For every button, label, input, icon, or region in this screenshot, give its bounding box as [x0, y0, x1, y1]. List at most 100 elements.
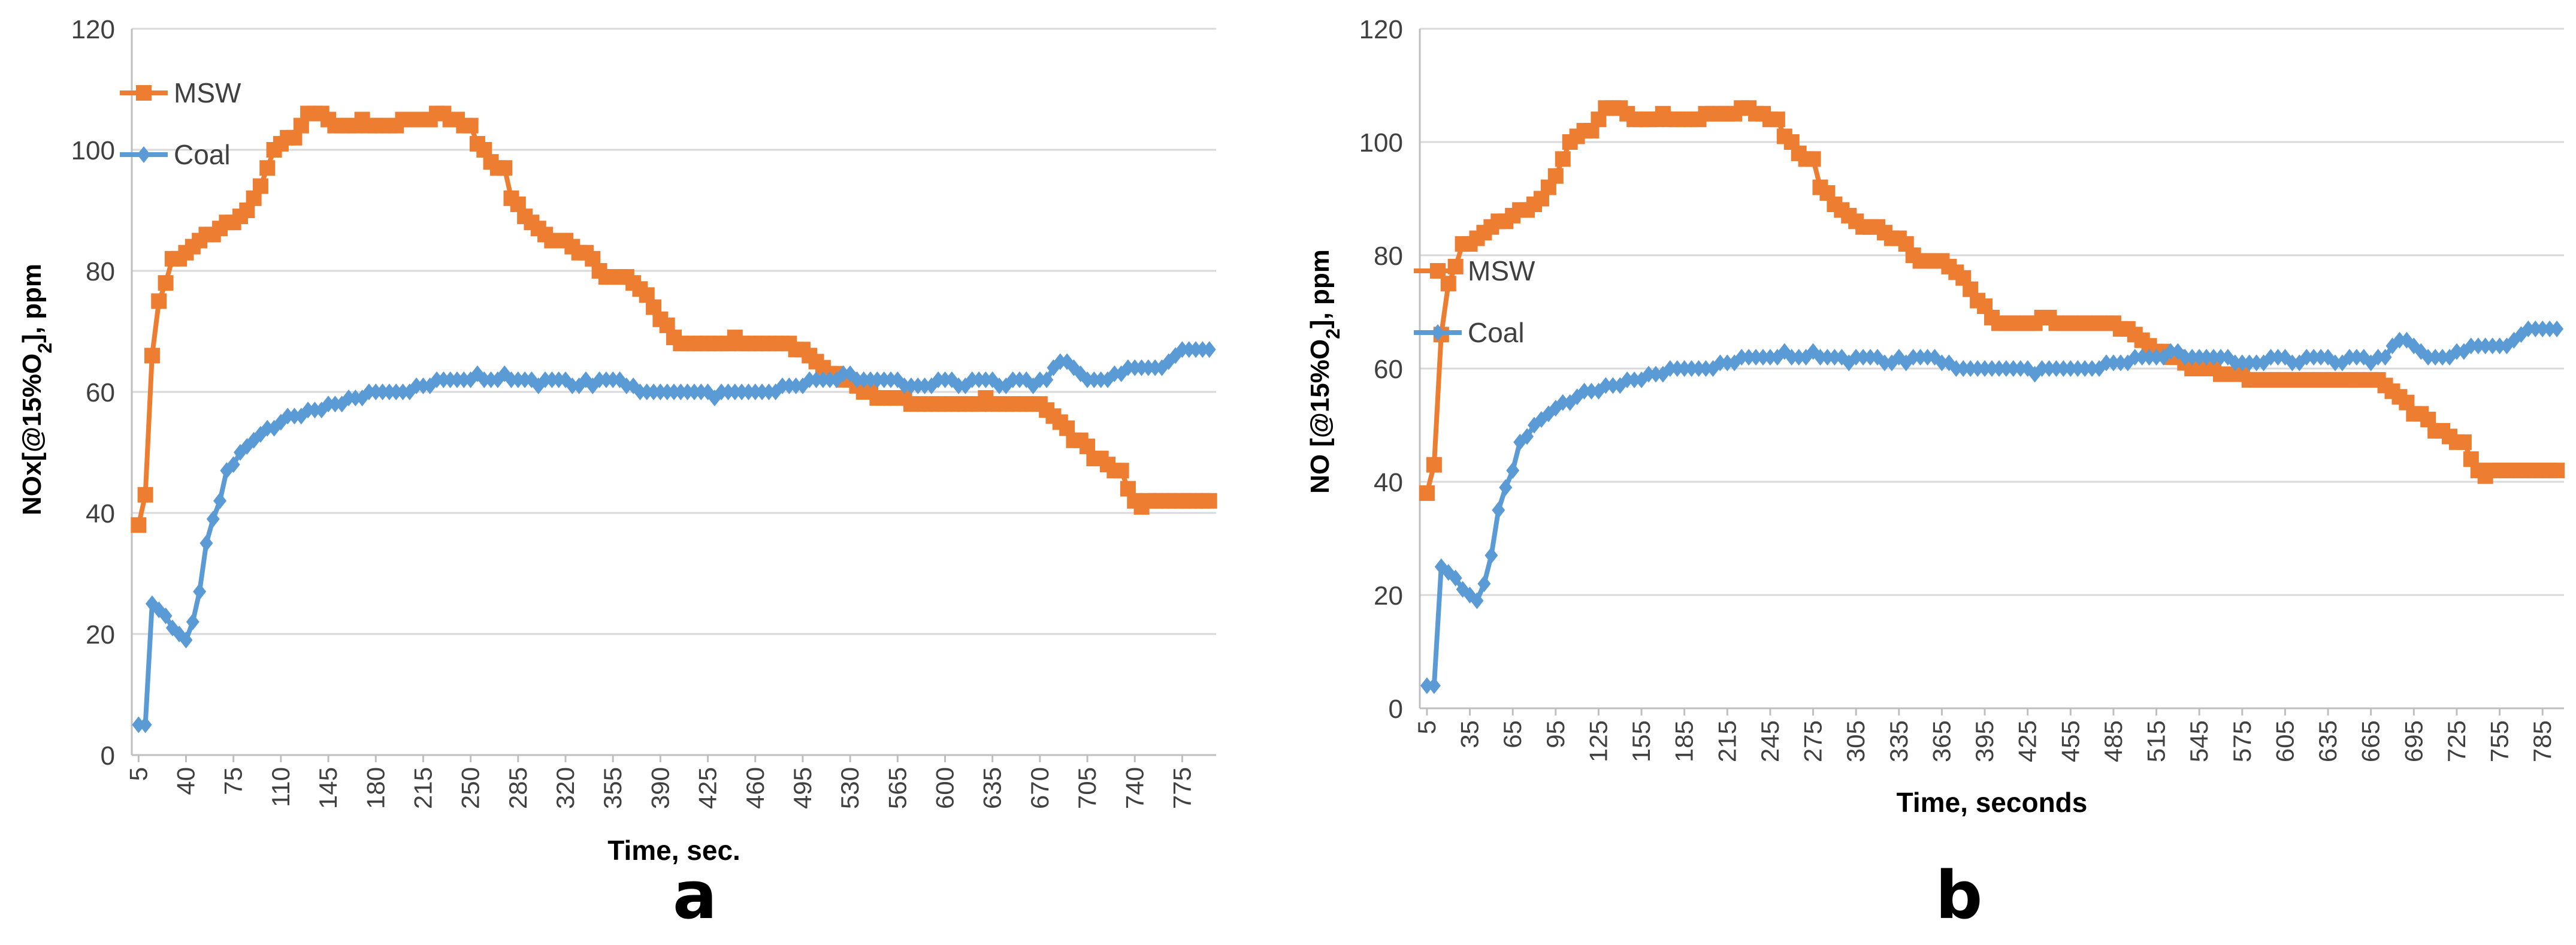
point-b-coal-150 [2493, 337, 2507, 355]
y-tick-label-b-100: 100 [1359, 128, 1403, 158]
point-a-coal-25 [301, 401, 315, 419]
legend-label-a-coal: Coal [174, 139, 231, 170]
point-b-coal-62 [1864, 349, 1877, 366]
point-a-coal-69 [599, 371, 613, 388]
point-a-coal-133 [1033, 371, 1047, 388]
point-a-coal-108 [864, 371, 878, 388]
x-tick-label-a-5: 5 [124, 767, 152, 781]
point-b-coal-0 [1420, 677, 1434, 695]
point-b-coal-133 [2371, 349, 2385, 366]
x-tick-label-a-75: 75 [219, 767, 247, 795]
point-b-coal-35 [1670, 360, 1684, 377]
point-a-coal-125 [979, 371, 993, 388]
point-b-coal-108 [2193, 349, 2206, 366]
point-b-coal-113 [2228, 354, 2242, 372]
point-b-coal-32 [1649, 366, 1662, 383]
point-b-coal-37 [1685, 360, 1698, 377]
point-a-coal-92 [755, 384, 769, 400]
x-tick-label-b-545: 545 [2185, 720, 2213, 762]
x-tick-label-a-670: 670 [1026, 767, 1054, 809]
point-a-coal-79 [667, 384, 681, 400]
point-b-coal-80 [1992, 360, 2006, 377]
point-a-coal-12 [213, 492, 227, 509]
x-tick-label-b-485: 485 [2099, 720, 2127, 762]
point-b-coal-36 [1677, 360, 1691, 377]
point-b-coal-93 [2085, 360, 2099, 377]
y-tick-label-a-20: 20 [86, 620, 115, 650]
point-a-coal-28 [322, 395, 335, 413]
point-b-coal-64 [1877, 354, 1891, 372]
x-tick-label-b-125: 125 [1584, 720, 1612, 762]
point-a-coal-74 [633, 384, 647, 400]
x-tick-label-b-605: 605 [2270, 720, 2299, 762]
point-a-coal-37 [382, 384, 396, 400]
point-a-coal-107 [857, 371, 870, 388]
point-b-coal-129 [2342, 349, 2356, 366]
point-b-coal-156 [2536, 320, 2550, 337]
x-tick-label-b-665: 665 [2357, 720, 2385, 762]
point-b-coal-47 [1756, 349, 1770, 366]
x-tick-label-b-275: 275 [1799, 720, 1827, 762]
x-tick-label-a-250: 250 [456, 767, 485, 809]
point-a-coal-91 [748, 384, 762, 400]
point-a-coal-31 [342, 390, 355, 407]
x-tick-label-a-775: 775 [1168, 767, 1196, 809]
y-tick-label-a-80: 80 [86, 257, 115, 286]
point-a-coal-86 [715, 384, 728, 400]
point-a-coal-14 [226, 456, 240, 473]
point-a-coal-68 [592, 371, 606, 388]
point-b-coal-146 [2464, 337, 2478, 355]
point-a-msw-4 [158, 275, 174, 291]
point-a-coal-142 [1094, 371, 1108, 388]
y-tick-label-a-40: 40 [86, 499, 115, 529]
point-a-coal-83 [694, 384, 708, 400]
point-b-msw-0 [1419, 485, 1435, 501]
point-b-coal-8 [1477, 575, 1491, 593]
point-a-coal-154 [1175, 341, 1189, 358]
point-a-msw-145 [1113, 463, 1129, 479]
x-tick-label-a-180: 180 [361, 767, 389, 809]
point-a-coal-104 [836, 365, 850, 382]
point-a-msw-49 [462, 117, 479, 134]
point-a-coal-114 [904, 377, 918, 394]
legend-label-a-msw: MSW [174, 77, 241, 108]
y-tick-label-b-60: 60 [1374, 355, 1403, 384]
point-b-coal-101 [2142, 349, 2156, 366]
point-b-coal-75 [1957, 360, 1970, 377]
point-a-msw-2 [144, 348, 160, 364]
point-a-coal-38 [389, 384, 403, 400]
point-b-coal-142 [2436, 349, 2450, 366]
point-b-coal-147 [2471, 337, 2485, 355]
panel-label-a: a [672, 857, 718, 934]
point-a-coal-106 [850, 371, 864, 388]
point-b-coal-114 [2235, 354, 2249, 372]
chart-a-svg: 0 20 40 60 80 100 120 5 40 75 110 145 180 215 250 285 32… [17, 15, 1217, 866]
y-tick-label-b-80: 80 [1374, 241, 1403, 271]
point-b-coal-14 [1520, 428, 1534, 445]
point-a-coal-111 [884, 371, 897, 388]
point-a-coal-62 [552, 371, 566, 388]
point-b-msw-19 [1555, 151, 1571, 167]
x-tick-label-b-395: 395 [1970, 720, 1998, 762]
point-a-coal-119 [938, 371, 952, 388]
point-b-coal-158 [2550, 320, 2564, 337]
x-tick-label-a-110: 110 [267, 767, 295, 807]
point-b-coal-31 [1642, 366, 1655, 383]
legend-marker-a-coal [137, 146, 150, 163]
x-tick-label-b-95: 95 [1541, 720, 1570, 748]
x-tick-label-a-530: 530 [836, 767, 864, 809]
point-a-coal-115 [911, 377, 925, 394]
point-b-coal-134 [2378, 349, 2392, 366]
point-b-coal-116 [2250, 354, 2263, 372]
x-tick-label-a-425: 425 [694, 767, 722, 809]
point-b-coal-38 [1692, 360, 1706, 377]
y-axis-title-b: NO [@15%O2], ppm [1305, 249, 1344, 494]
x-tick-label-a-40: 40 [172, 767, 200, 795]
point-a-coal-55 [504, 371, 518, 388]
point-a-coal-144 [1108, 365, 1121, 382]
point-b-coal-74 [1949, 360, 1963, 377]
point-b-coal-140 [2421, 349, 2435, 366]
point-b-coal-28 [1620, 371, 1634, 388]
x-tick-label-a-705: 705 [1073, 767, 1101, 809]
y-tick-label-a-60: 60 [86, 378, 115, 407]
